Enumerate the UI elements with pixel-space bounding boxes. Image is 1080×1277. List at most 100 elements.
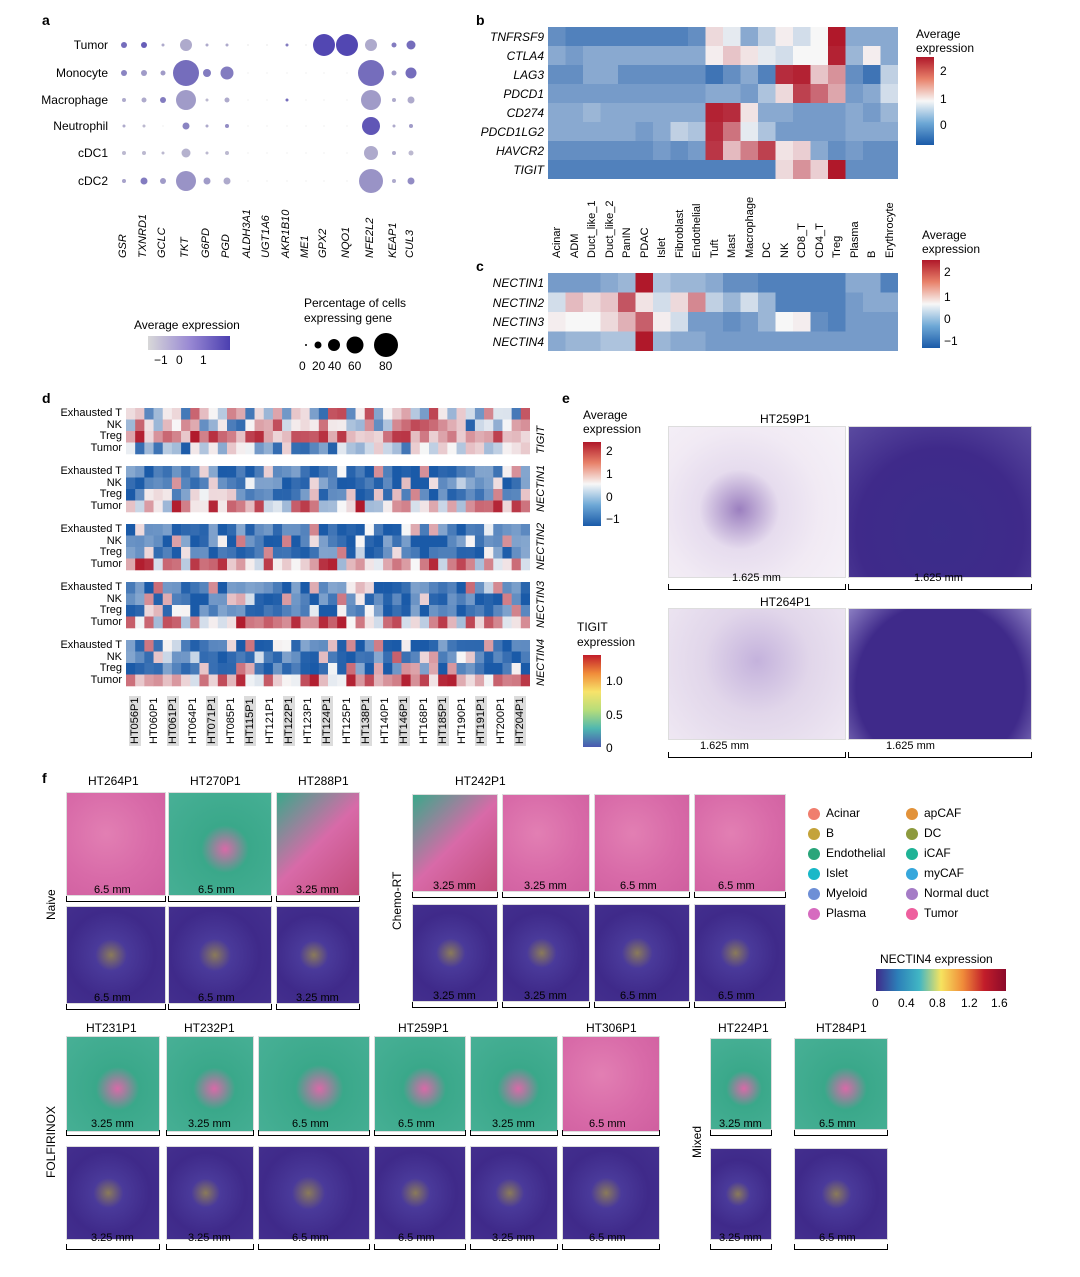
panel-d-cell [309, 524, 320, 536]
panel-d-cell [135, 524, 145, 536]
panel-d-cell [447, 524, 457, 536]
panel-d-cell [282, 593, 292, 606]
panel-d-cell [199, 593, 209, 606]
panel-d-cell [383, 466, 393, 478]
panel-d-cell [383, 674, 393, 687]
panel-d-cell [392, 616, 402, 629]
panel-f-chemo-celltype-2 [502, 794, 590, 892]
panel-d-cell [493, 582, 503, 594]
panel-f-scale-text: 6.5 mm [620, 990, 657, 1002]
panel-c-cell [670, 331, 689, 351]
panel-d-cell [236, 431, 246, 443]
panel-d-cell [337, 466, 347, 478]
panel-f-scalebar [794, 1130, 888, 1136]
panel-d-cell [438, 651, 448, 664]
panel-d-cell [484, 640, 494, 652]
panel-d-cell [511, 477, 522, 490]
panel-d-cell [254, 466, 265, 478]
panel-d-cell [465, 593, 476, 606]
panel-a-gene-aldh3a1: ALDH3A1 [241, 209, 253, 258]
panel-d-cell [373, 674, 384, 687]
panel-a-color-tick: 1 [200, 353, 207, 367]
panel-d-cell [502, 558, 512, 571]
panel-d-cell [447, 640, 457, 652]
panel-d-cell [199, 466, 209, 478]
panel-b-cell [565, 160, 584, 179]
panel-a-dot [266, 152, 268, 154]
panel-d-cell [236, 500, 246, 513]
panel-d-cell [383, 547, 393, 559]
panel-a-dot [392, 179, 396, 183]
panel-d-cell [401, 408, 411, 420]
panel-d-cell [318, 593, 329, 606]
panel-b-cell [565, 84, 584, 104]
panel-a-dot [346, 152, 348, 154]
panel-b-cell [845, 46, 864, 66]
panel-b-cell [635, 103, 654, 123]
panel-d-cell [208, 477, 219, 490]
panel-d-cell [456, 640, 467, 652]
panel-d-cell [383, 408, 393, 420]
panel-d-cell [291, 524, 301, 536]
panel-d-cell [291, 593, 301, 606]
panel-d-cell [153, 477, 164, 490]
panel-f-scale-text: 6.5 mm [94, 884, 131, 896]
panel-d-cell [337, 582, 347, 594]
panel-d-cell [429, 663, 439, 675]
panel-c-cell [810, 312, 829, 332]
panel-d-cell [153, 663, 164, 675]
panel-d-cell [318, 408, 329, 420]
panel-d-cell [227, 593, 237, 606]
panel-d-cell [410, 663, 421, 675]
panel-d-cell [511, 674, 522, 687]
panel-b-cell [600, 46, 619, 66]
panel-d-sample-ht060p1: HT060P1 [148, 697, 161, 744]
panel-c-cell [775, 331, 794, 351]
panel-f-scale-text: 6.5 mm [94, 992, 131, 1004]
panel-c-cell [635, 331, 654, 351]
panel-d-cell [208, 616, 219, 629]
panel-f-scale-text: 6.5 mm [819, 1232, 856, 1244]
panel-e-legend1-title-1: Average [583, 408, 628, 422]
panel-d-cell [438, 431, 448, 443]
panel-d-cell [502, 593, 512, 606]
panel-d-cell [355, 582, 366, 594]
panel-d-cell [190, 408, 200, 420]
panel-d-cell [401, 477, 411, 490]
panel-d-cell [236, 535, 246, 548]
panel-c-cell [600, 273, 619, 293]
panel-f-nectin-tick: 1.6 [991, 996, 1008, 1010]
panel-d-cell [484, 663, 494, 675]
panel-d-cell [263, 674, 274, 687]
panel-d-cell [190, 651, 200, 664]
panel-d-cell [373, 442, 384, 455]
panel-d-cell [217, 674, 228, 687]
panel-a-size-title-2: expressing gene [304, 311, 393, 325]
panel-d-cell [456, 674, 467, 687]
panel-b-cell [810, 160, 829, 179]
panel-d-cell [217, 489, 228, 501]
panel-d-cell [126, 535, 136, 548]
legend-dot-icon [906, 907, 918, 920]
panel-d-cell [346, 674, 356, 687]
panel-d-cell [465, 558, 476, 571]
panel-a-dot [286, 180, 288, 182]
panel-d-cell [291, 535, 301, 548]
panel-d-cell [520, 431, 530, 443]
panel-d-row-nk: NK [106, 592, 122, 605]
panel-b-cell [565, 141, 584, 161]
panel-a-dot [205, 151, 209, 155]
panel-a-dot [224, 97, 230, 103]
panel-d-cell [254, 640, 265, 652]
panel-b-cell [828, 122, 846, 142]
panel-d-cell [190, 593, 200, 606]
panel-d-cell [199, 535, 209, 548]
panel-d-cell [401, 558, 411, 571]
panel-f-scale-text: 6.5 mm [198, 992, 235, 1004]
panel-d-cell [355, 408, 366, 420]
panel-d-cell [419, 408, 430, 420]
panel-a-dot [392, 151, 396, 155]
panel-d-cell [328, 674, 338, 687]
panel-c-cell [863, 312, 881, 332]
panel-d-cell [410, 408, 421, 420]
